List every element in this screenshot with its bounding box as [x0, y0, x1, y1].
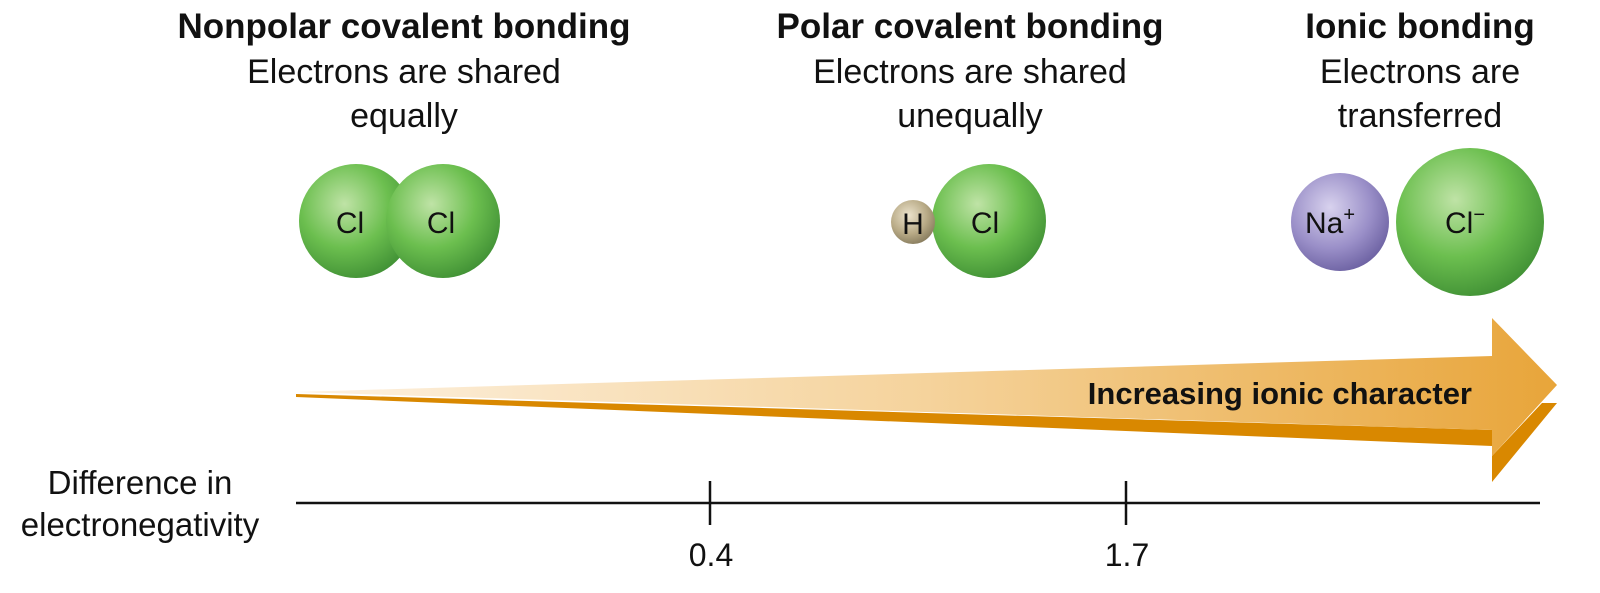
h-atom — [891, 200, 935, 244]
nonpolar-section: Nonpolar covalent bonding Electrons are … — [154, 8, 654, 138]
nonpolar-description: Electrons are shared equally — [154, 50, 654, 138]
polar-description-line1: Electrons are shared — [813, 53, 1127, 91]
cl-atom-polar — [932, 164, 1046, 278]
cl-atom-2 — [386, 164, 500, 278]
arrow-shadow — [296, 394, 1557, 482]
axis-label-line2: electronegativity — [20, 506, 260, 543]
cl-ion-label: Cl− — [1445, 204, 1485, 240]
nonpolar-description-line1: Electrons are shared — [247, 53, 561, 91]
cl-ion — [1396, 148, 1544, 296]
na-ion-label: Na+ — [1305, 204, 1355, 240]
ionic-section: Ionic bonding Electrons are transferred — [1270, 8, 1570, 138]
nacl-ions: Na+ Cl− — [1291, 148, 1544, 296]
cl-ion-symbol: Cl — [1445, 207, 1473, 240]
axis-label: Difference in electronegativity — [0, 462, 280, 546]
polar-section: Polar covalent bonding Electrons are sha… — [720, 8, 1220, 138]
na-ion — [1291, 173, 1389, 271]
nonpolar-description-line2: equally — [350, 97, 458, 135]
cl-atom-polar-label: Cl — [971, 207, 999, 240]
arrow-body — [296, 318, 1557, 456]
tick-label-1-7: 1.7 — [1105, 537, 1149, 573]
hcl-molecule: H Cl — [891, 164, 1046, 278]
ionic-description-line1: Electrons are — [1319, 53, 1521, 91]
polar-description-line2: unequally — [897, 97, 1043, 135]
polar-title: Polar covalent bonding — [776, 7, 1164, 46]
na-ion-charge: + — [1343, 204, 1355, 226]
electronegativity-axis: 0.4 1.7 — [296, 481, 1540, 573]
arrow-label: Increasing ionic character — [1088, 376, 1472, 411]
cl2-molecule: Cl Cl — [299, 164, 500, 278]
h-atom-label: H — [902, 208, 924, 241]
axis-label-line1: Difference in — [47, 464, 233, 501]
tick-label-0-4: 0.4 — [689, 537, 733, 573]
ionic-character-arrow: Increasing ionic character — [296, 318, 1557, 482]
ionic-title: Ionic bonding — [1305, 7, 1535, 46]
cl-ion-charge: − — [1473, 204, 1485, 226]
cl-atom-1 — [299, 164, 413, 278]
na-ion-symbol: Na — [1305, 207, 1344, 240]
cl-atom-2-label: Cl — [427, 207, 455, 240]
cl-atom-1-label: Cl — [336, 207, 364, 240]
ionic-description-line2: transferred — [1337, 97, 1503, 135]
ionic-description: Electrons are transferred — [1270, 50, 1570, 138]
polar-description: Electrons are shared unequally — [720, 50, 1220, 138]
nonpolar-title: Nonpolar covalent bonding — [177, 7, 631, 46]
